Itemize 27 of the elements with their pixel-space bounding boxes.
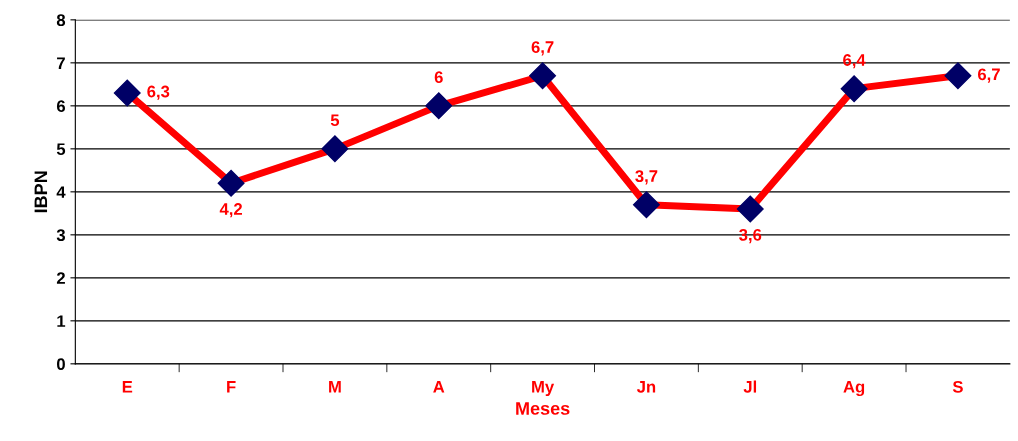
x-tick-label: Jn bbox=[636, 381, 656, 393]
x-tick-label: My bbox=[532, 381, 555, 397]
y-tick-label: 1 bbox=[57, 315, 66, 327]
y-tick-label: 7 bbox=[57, 57, 65, 69]
data-label: 4,2 bbox=[219, 203, 242, 218]
data-label: 3,7 bbox=[635, 170, 658, 185]
y-tick-label: 0 bbox=[57, 358, 65, 371]
data-label: 6,7 bbox=[977, 68, 1000, 83]
y-tick-label: 4 bbox=[56, 186, 66, 198]
y-tick-label: 3 bbox=[56, 229, 66, 242]
y-tick-label: 2 bbox=[56, 272, 65, 284]
x-tick-label: Jl bbox=[743, 380, 757, 393]
data-label: 6,3 bbox=[147, 85, 170, 100]
x-tick-label: A bbox=[433, 381, 445, 393]
data-label: 6 bbox=[434, 71, 443, 84]
y-tick-label: 6 bbox=[56, 100, 66, 113]
x-axis-title: Meses bbox=[516, 402, 570, 415]
x-tick-label: E bbox=[122, 381, 133, 393]
data-label: 5 bbox=[330, 114, 340, 127]
y-axis-title: IBPN bbox=[34, 171, 48, 213]
y-tick-label: 5 bbox=[56, 143, 66, 156]
x-tick-label: S bbox=[952, 380, 963, 393]
data-label: 6,7 bbox=[531, 41, 554, 56]
x-tick-label: F bbox=[227, 381, 236, 393]
x-tick-label: M bbox=[329, 381, 341, 393]
x-tick-label: Ag bbox=[843, 381, 865, 397]
y-tick-label: 8 bbox=[56, 14, 66, 27]
